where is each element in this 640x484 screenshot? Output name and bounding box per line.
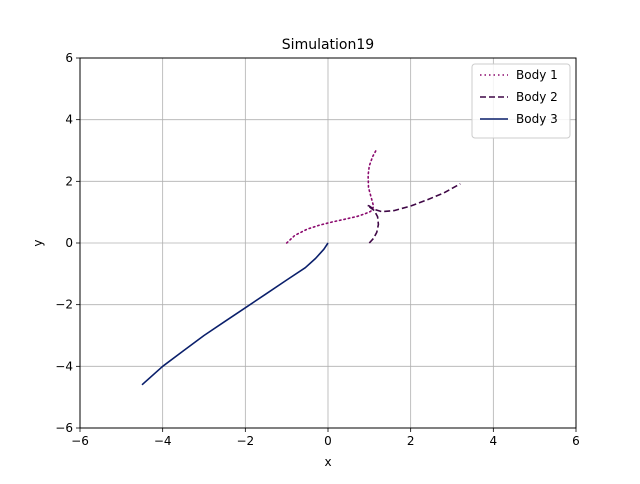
x-tick-label: 0: [324, 434, 332, 448]
series-line-body-3: [141, 242, 329, 386]
y-tick-label: −4: [55, 359, 73, 373]
series-line-body-2: [366, 183, 461, 244]
legend-label-body-2: Body 2: [516, 90, 558, 104]
series-group: [141, 148, 461, 386]
y-tick-label: 2: [65, 174, 73, 188]
x-tick-label: −2: [236, 434, 254, 448]
legend-label-body-3: Body 3: [516, 112, 558, 126]
y-tick-label: 6: [65, 51, 73, 65]
legend-label-body-1: Body 1: [516, 68, 558, 82]
x-tick-label: 2: [407, 434, 415, 448]
y-tick-label: −6: [55, 421, 73, 435]
series-line-body-1: [285, 148, 378, 244]
chart-title: Simulation19: [282, 37, 374, 53]
y-tick-label: 4: [65, 113, 73, 127]
x-tick-label: −4: [154, 434, 172, 448]
x-tick-label: 6: [572, 434, 580, 448]
legend: Body 1 Body 2 Body 3: [471, 63, 571, 139]
y-axis-label: y: [31, 239, 45, 246]
x-tick-label: 4: [490, 434, 498, 448]
x-axis-label: x: [324, 455, 331, 469]
x-tick-label: −6: [71, 434, 89, 448]
ticks: −6 −4 −2 0 2 4 6 −6 −4 −2 0 2 4 6: [55, 51, 580, 448]
y-tick-label: 0: [65, 236, 73, 250]
y-tick-label: −2: [55, 298, 73, 312]
